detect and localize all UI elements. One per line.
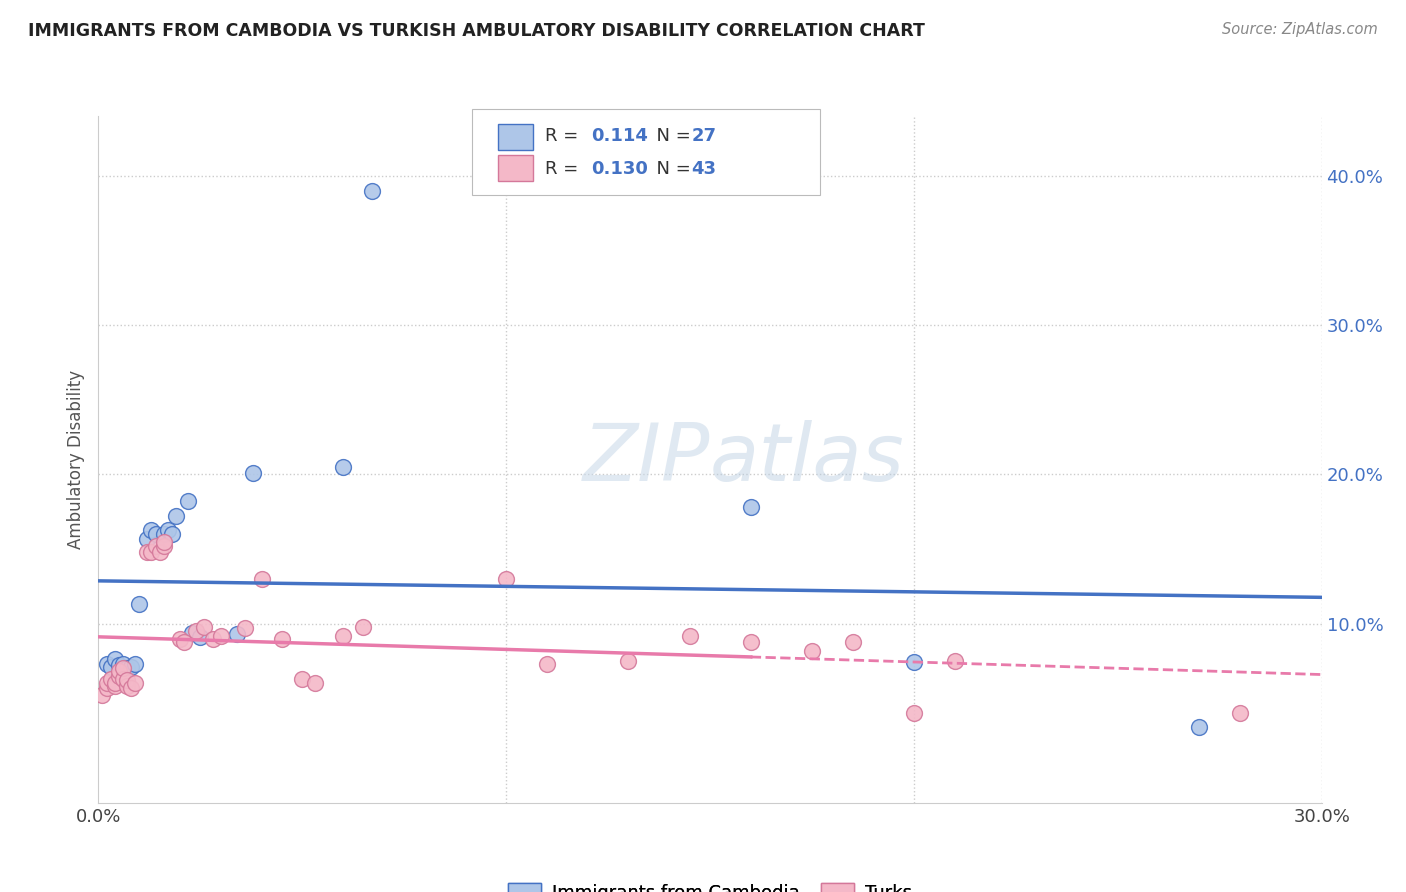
Point [173, 634, 195, 648]
Point [104, 652, 127, 666]
Text: R =: R = [546, 128, 583, 145]
Point [108, 658, 131, 673]
Point [111, 665, 134, 679]
Point [120, 681, 142, 695]
Point [115, 679, 138, 693]
Point [536, 657, 558, 671]
Point [145, 527, 167, 541]
Point [111, 657, 134, 671]
Point [149, 545, 172, 559]
Point [495, 572, 517, 586]
Text: atlas: atlas [710, 420, 905, 499]
FancyBboxPatch shape [498, 155, 533, 181]
Point [740, 634, 762, 648]
Y-axis label: Ambulatory Disability: Ambulatory Disability [66, 370, 84, 549]
Point [250, 572, 273, 586]
Point [181, 625, 204, 640]
Point [169, 632, 191, 646]
Text: 0.114: 0.114 [592, 128, 648, 145]
Point [141, 545, 163, 559]
Point [943, 654, 966, 668]
Point [903, 706, 925, 721]
FancyBboxPatch shape [471, 109, 820, 195]
Point [100, 672, 122, 686]
Point [108, 669, 131, 683]
Point [165, 509, 187, 524]
Point [111, 661, 134, 675]
Point [201, 632, 224, 646]
Point [124, 657, 146, 671]
Point [160, 527, 183, 541]
Point [152, 539, 174, 553]
Point [304, 676, 326, 690]
Text: 27: 27 [692, 128, 717, 145]
Point [136, 545, 159, 559]
Point [111, 672, 134, 686]
Text: ZIP: ZIP [582, 420, 710, 499]
Point [152, 527, 174, 541]
Point [96, 681, 118, 695]
Text: IMMIGRANTS FROM CAMBODIA VS TURKISH AMBULATORY DISABILITY CORRELATION CHART: IMMIGRANTS FROM CAMBODIA VS TURKISH AMBU… [28, 22, 925, 40]
Point [177, 494, 200, 508]
Point [226, 627, 249, 641]
Point [115, 661, 138, 675]
Point [136, 532, 159, 546]
Point [120, 660, 142, 674]
Point [96, 657, 118, 671]
Point [100, 660, 122, 674]
Text: N =: N = [645, 160, 697, 178]
FancyBboxPatch shape [498, 124, 533, 150]
Point [1188, 720, 1211, 734]
Point [332, 629, 354, 643]
Point [156, 523, 179, 537]
Point [617, 654, 640, 668]
Point [91, 688, 114, 702]
Point [186, 624, 208, 639]
Point [141, 523, 163, 537]
Point [104, 676, 127, 690]
Point [903, 656, 925, 670]
Point [242, 466, 264, 480]
Point [188, 630, 212, 644]
Point [209, 629, 232, 643]
Point [291, 672, 314, 686]
Point [801, 643, 824, 657]
Point [128, 597, 150, 611]
Point [145, 539, 167, 553]
Text: 0.130: 0.130 [592, 160, 648, 178]
Point [96, 676, 118, 690]
Point [108, 665, 131, 679]
Point [841, 634, 863, 648]
Point [233, 621, 256, 635]
Point [124, 676, 146, 690]
Point [1229, 706, 1251, 721]
Point [104, 679, 127, 693]
Point [270, 632, 294, 646]
Point [115, 673, 138, 688]
Point [679, 629, 702, 643]
Text: R =: R = [546, 160, 583, 178]
Point [740, 500, 762, 515]
Point [332, 459, 354, 474]
Point [352, 619, 374, 633]
Point [360, 184, 382, 198]
Text: 43: 43 [692, 160, 717, 178]
Point [152, 534, 174, 549]
Text: N =: N = [645, 128, 697, 145]
Point [193, 619, 215, 633]
Text: Source: ZipAtlas.com: Source: ZipAtlas.com [1222, 22, 1378, 37]
Legend: Immigrants from Cambodia, Turks: Immigrants from Cambodia, Turks [499, 873, 921, 892]
